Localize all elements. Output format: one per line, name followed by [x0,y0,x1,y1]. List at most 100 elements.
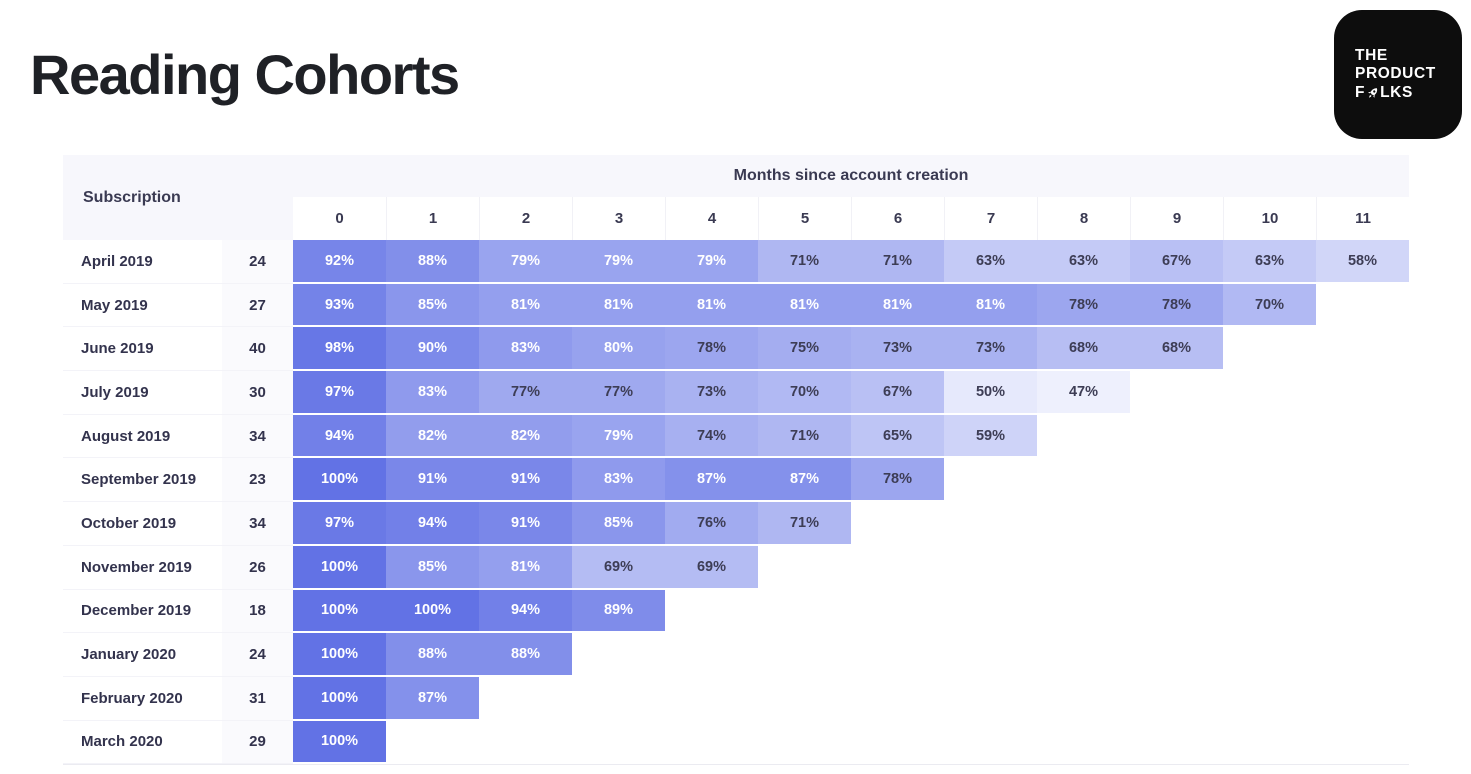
retention-cell: 91% [386,458,479,503]
cohort-size: 26 [222,545,293,590]
retention-cell: 100% [293,458,386,503]
retention-cell: 78% [665,327,758,372]
cohort-size: 18 [222,589,293,634]
cohort-size: 34 [222,502,293,546]
cohort-label: February 2020 [63,676,222,721]
cohort-size: 34 [222,414,293,459]
retention-cell: 69% [665,545,758,590]
retention-cell: 91% [479,502,572,546]
retention-cell: 100% [293,720,386,765]
logo-line-3: F LKS [1355,84,1462,102]
cohort-label: November 2019 [63,545,222,590]
retention-cell: 47% [1037,371,1130,415]
retention-cell: 70% [758,371,851,415]
cohort-label: June 2019 [63,327,222,372]
retention-cell: 89% [572,589,665,634]
month-column-header: 6 [851,197,944,240]
retention-cell: 50% [944,371,1037,415]
retention-cell: 81% [479,545,572,590]
month-column-header: 4 [665,197,758,240]
month-column-header: 10 [1223,197,1316,240]
retention-cell: 88% [386,240,479,284]
month-column-header: 5 [758,197,851,240]
retention-cell: 78% [1037,283,1130,328]
retention-cell: 74% [665,414,758,459]
cohort-label: April 2019 [63,240,222,284]
month-column-header: 8 [1037,197,1130,240]
retention-cell: 87% [665,458,758,503]
cohort-label: December 2019 [63,589,222,634]
cohort-label: January 2020 [63,633,222,677]
retention-cell: 73% [944,327,1037,372]
retention-cell: 85% [386,545,479,590]
retention-cell: 76% [665,502,758,546]
retention-cell: 68% [1037,327,1130,372]
retention-cell: 94% [479,589,572,634]
retention-cell: 87% [758,458,851,503]
retention-cell: 77% [572,371,665,415]
cohort-label: October 2019 [63,502,222,546]
retention-cell: 85% [386,283,479,328]
cohort-label: May 2019 [63,283,222,328]
retention-cell: 63% [944,240,1037,284]
retention-cell: 83% [479,327,572,372]
cohort-size: 40 [222,327,293,372]
cohort-size: 30 [222,371,293,415]
month-column-header: 2 [479,197,572,240]
retention-cell: 73% [665,371,758,415]
retention-cell: 100% [293,676,386,721]
logo-line-3-suffix: LKS [1380,83,1413,101]
page-title: Reading Cohorts [30,43,460,106]
retention-cell: 70% [1223,283,1316,328]
retention-cell: 100% [293,545,386,590]
retention-cell: 59% [944,414,1037,459]
retention-cell: 71% [758,240,851,284]
rocket-icon [1363,83,1383,103]
retention-cell: 69% [572,545,665,590]
retention-cell: 100% [293,589,386,634]
retention-cell: 97% [293,371,386,415]
cohort-label: March 2020 [63,720,222,765]
retention-cell: 91% [479,458,572,503]
retention-cell: 71% [851,240,944,284]
retention-cell: 90% [386,327,479,372]
month-column-header: 3 [572,197,665,240]
logo-line-3-prefix: F [1355,83,1366,101]
retention-cell: 83% [572,458,665,503]
months-group-header: Months since account creation [293,155,1409,197]
retention-cell: 67% [851,371,944,415]
corner-header: Subscription [63,155,293,240]
retention-cell: 73% [851,327,944,372]
month-column-header: 9 [1130,197,1223,240]
retention-cell: 88% [386,633,479,677]
cohort-size: 24 [222,240,293,284]
retention-cell: 81% [665,283,758,328]
retention-cell: 87% [386,676,479,721]
retention-cell: 88% [479,633,572,677]
retention-cell: 97% [293,502,386,546]
retention-cell: 65% [851,414,944,459]
retention-cell: 71% [758,502,851,546]
cohort-label: July 2019 [63,371,222,415]
retention-cell: 79% [665,240,758,284]
the-product-folks-logo: THE PRODUCT F LKS [1334,10,1462,139]
cohort-label: September 2019 [63,458,222,503]
retention-cell: 68% [1130,327,1223,372]
retention-cell: 81% [572,283,665,328]
retention-cell: 81% [479,283,572,328]
retention-cell: 71% [758,414,851,459]
retention-cell: 58% [1316,240,1409,284]
cohort-size: 27 [222,283,293,328]
retention-cell: 78% [851,458,944,503]
cohort-size: 24 [222,633,293,677]
cohort-size: 31 [222,676,293,721]
retention-cell: 63% [1223,240,1316,284]
page-header: Reading Cohorts THE PRODUCT F LKS [0,0,1471,150]
retention-cell: 79% [572,240,665,284]
retention-cell: 79% [479,240,572,284]
retention-cell: 94% [386,502,479,546]
retention-cell: 98% [293,327,386,372]
retention-cell: 81% [758,283,851,328]
cohort-label: August 2019 [63,414,222,459]
cohort-table: Subscription Months since account creati… [63,155,1409,766]
